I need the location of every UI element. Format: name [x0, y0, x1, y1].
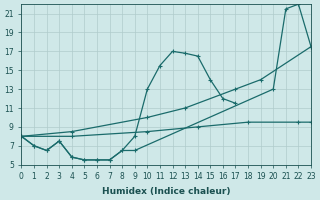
X-axis label: Humidex (Indice chaleur): Humidex (Indice chaleur) [102, 187, 230, 196]
